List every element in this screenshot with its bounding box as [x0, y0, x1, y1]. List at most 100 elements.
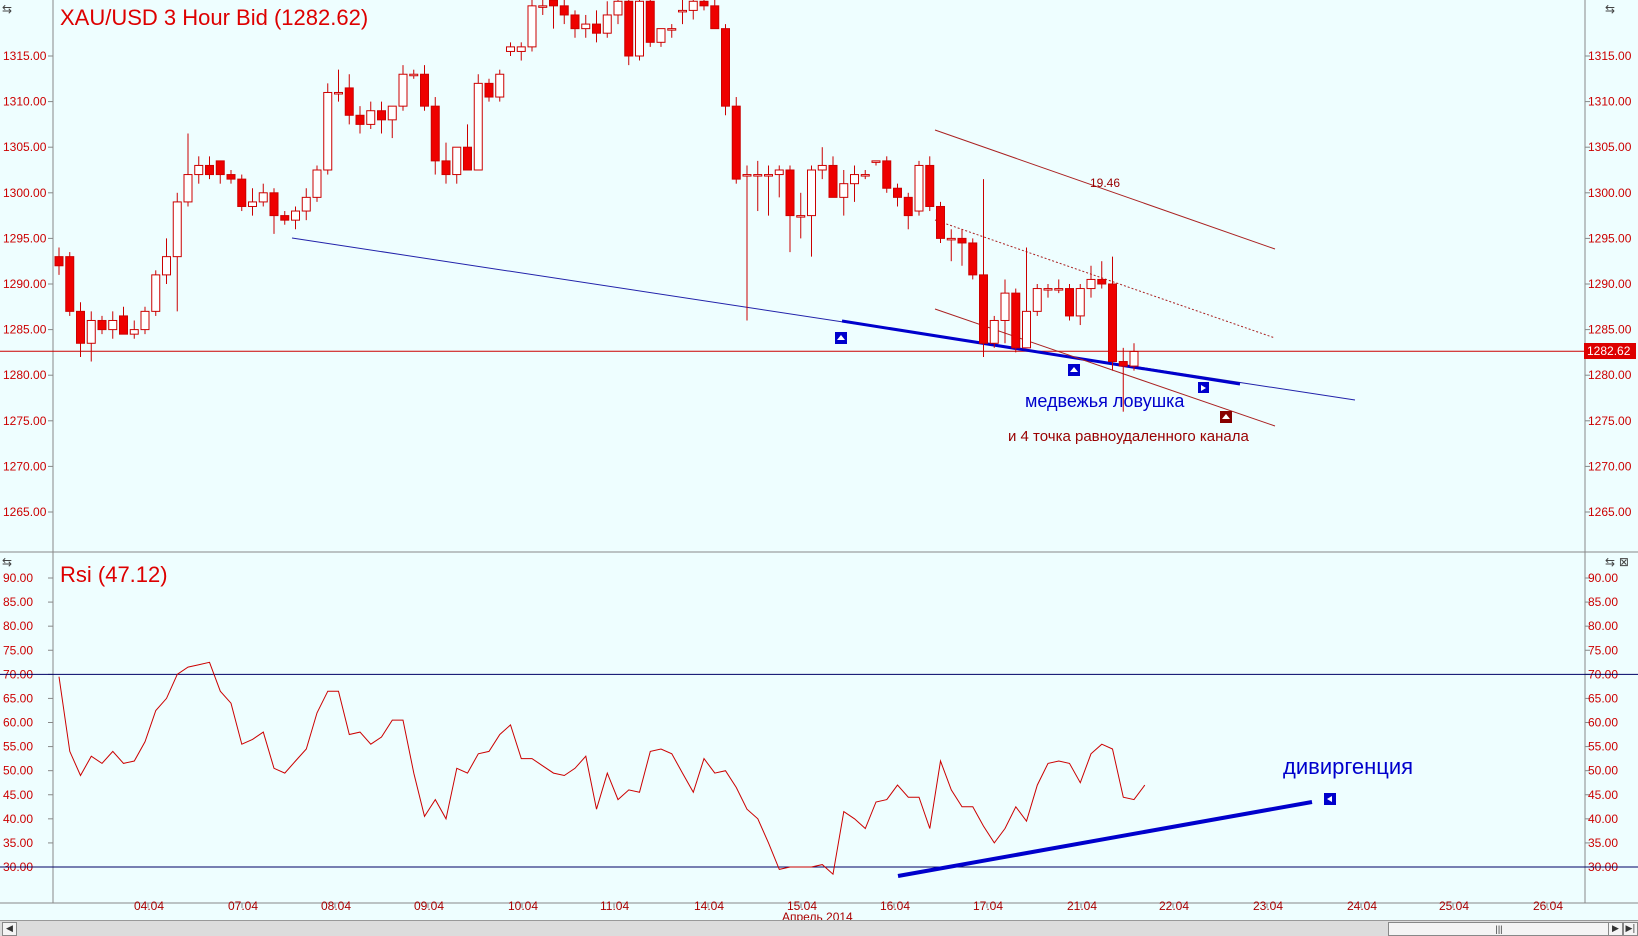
bull-candle	[323, 91, 333, 171]
bull-candle	[774, 169, 784, 176]
bull-candle	[1043, 288, 1053, 291]
rsi-pane-menu-icon[interactable]: ⇆	[2, 555, 12, 569]
rsi-pane-close-icon[interactable]: ⇆ ⊠	[1605, 555, 1629, 569]
rsi-divergence-trendline	[897, 800, 1313, 878]
support-trendline-thick	[841, 319, 1241, 386]
bear-candle	[205, 164, 214, 176]
rsi-tick-label-right: 40.00	[1588, 812, 1618, 826]
current-price-tag-label: 1282.62	[1587, 344, 1631, 358]
price-tick-label-left: 1270.00	[3, 459, 47, 473]
bull-candle	[194, 164, 204, 176]
price-tick-label-left: 1310.00	[3, 95, 47, 109]
rsi-tick-label-right: 55.00	[1588, 740, 1618, 754]
bear-candle	[1097, 278, 1107, 285]
bear-candle	[903, 196, 913, 217]
price-tick-label-right: 1315.00	[1588, 49, 1632, 63]
date-tick-label: 10.04	[508, 899, 538, 913]
price-tick-label-left: 1290.00	[3, 277, 47, 291]
bull-candle	[398, 73, 408, 107]
date-tick-label: 21.04	[1067, 899, 1097, 913]
bear-candle	[280, 215, 290, 221]
date-tick-label: 17.04	[973, 899, 1003, 913]
date-tick-label: 11.04	[600, 899, 629, 913]
bull-candle	[387, 105, 397, 121]
bull-candle	[473, 82, 483, 171]
rsi-tick-label-right: 65.00	[1588, 691, 1618, 705]
bull-candle	[667, 28, 677, 31]
bull-candle	[258, 192, 268, 203]
bull-candle	[914, 164, 924, 212]
bull-candle	[129, 329, 139, 335]
rsi-tick-label-right: 80.00	[1588, 619, 1618, 633]
bear-candle	[893, 187, 902, 198]
bull-candle	[688, 0, 698, 11]
price-pane-menu-icon[interactable]: ⇆	[2, 2, 12, 16]
bear-candle	[65, 256, 75, 312]
bull-candle	[989, 319, 999, 344]
price-chart-title: XAU/USD 3 Hour Bid (1282.62)	[60, 5, 368, 30]
bull-candle	[613, 0, 623, 16]
price-tick-label-right: 1265.00	[1588, 505, 1632, 519]
bull-candle	[742, 174, 752, 177]
bull-candle	[162, 256, 171, 276]
date-tick-label: 04.04	[134, 899, 164, 913]
bull-candle	[527, 5, 537, 48]
bull-candle	[1032, 288, 1042, 312]
bear-candle	[355, 114, 365, 125]
annotation-divergence: дивиргенция	[1283, 754, 1413, 779]
bull-candle	[172, 201, 182, 258]
bear-candle	[441, 160, 451, 176]
channel-upper-line	[934, 129, 1276, 250]
bull-candle	[516, 46, 526, 52]
price-pane-close-icon[interactable]: ⇆	[1605, 2, 1615, 16]
date-tick-label: 25.04	[1439, 899, 1469, 913]
price-tick-label-right: 1305.00	[1588, 140, 1632, 154]
bear-candle	[76, 310, 85, 344]
rsi-tick-label-left: 75.00	[3, 643, 33, 657]
arrow-marker-3	[1198, 382, 1209, 393]
bull-candle	[807, 169, 816, 217]
annotation-channel-point: и 4 точка равноудаленного канала	[1008, 428, 1249, 445]
rsi-tick-label-left: 55.00	[3, 740, 33, 754]
date-tick-label: 07.04	[228, 899, 258, 913]
price-y-axis: 1315.00 1315.00 1310.00 1310.00 1305.00 1305.…	[3, 49, 1632, 519]
bear-candle	[344, 87, 354, 116]
bear-candle	[936, 205, 945, 239]
rsi-tick-label-right: 75.00	[1588, 643, 1618, 657]
bull-candle	[796, 215, 806, 218]
scroll-end-icon[interactable]: ▶|	[1623, 922, 1638, 936]
bear-candle	[828, 164, 838, 198]
bull-candle	[1086, 278, 1096, 290]
rsi-tick-label-left: 45.00	[3, 788, 33, 802]
rsi-tick-label-left: 40.00	[3, 812, 33, 826]
bear-candle	[785, 169, 795, 217]
scroll-right-icon[interactable]: ▶	[1608, 922, 1623, 936]
bull-candle	[312, 169, 322, 198]
date-tick-label: 24.04	[1347, 899, 1377, 913]
channel-width-label: 19.46	[1090, 176, 1120, 190]
bull-candle	[1022, 310, 1031, 349]
bear-candle	[226, 174, 236, 180]
arrow-marker-rsi	[1324, 793, 1336, 805]
price-tick-label-left: 1295.00	[3, 231, 47, 245]
price-tick-label-left: 1265.00	[3, 505, 47, 519]
bear-candle	[645, 0, 655, 43]
bull-candle	[409, 73, 419, 77]
price-tick-label-right: 1290.00	[1588, 277, 1632, 291]
date-tick-label: 22.04	[1159, 899, 1189, 913]
bull-candle	[495, 73, 505, 98]
bear-candle	[699, 0, 709, 7]
rsi-line	[58, 661, 1146, 876]
bear-candle	[624, 0, 634, 57]
bull-candle	[248, 201, 257, 207]
scrollbar-thumb[interactable]: |||	[1388, 922, 1610, 936]
bull-candle	[140, 310, 150, 331]
bull-candle	[452, 146, 462, 176]
scroll-left-icon[interactable]: ◀	[2, 922, 17, 936]
bull-candle	[301, 196, 311, 212]
horizontal-scrollbar[interactable]: ◀ ||| ▶ ▶|	[0, 920, 1638, 936]
bear-candle	[377, 110, 386, 121]
date-tick-label: 14.04	[694, 899, 724, 913]
bear-candle	[430, 105, 440, 162]
